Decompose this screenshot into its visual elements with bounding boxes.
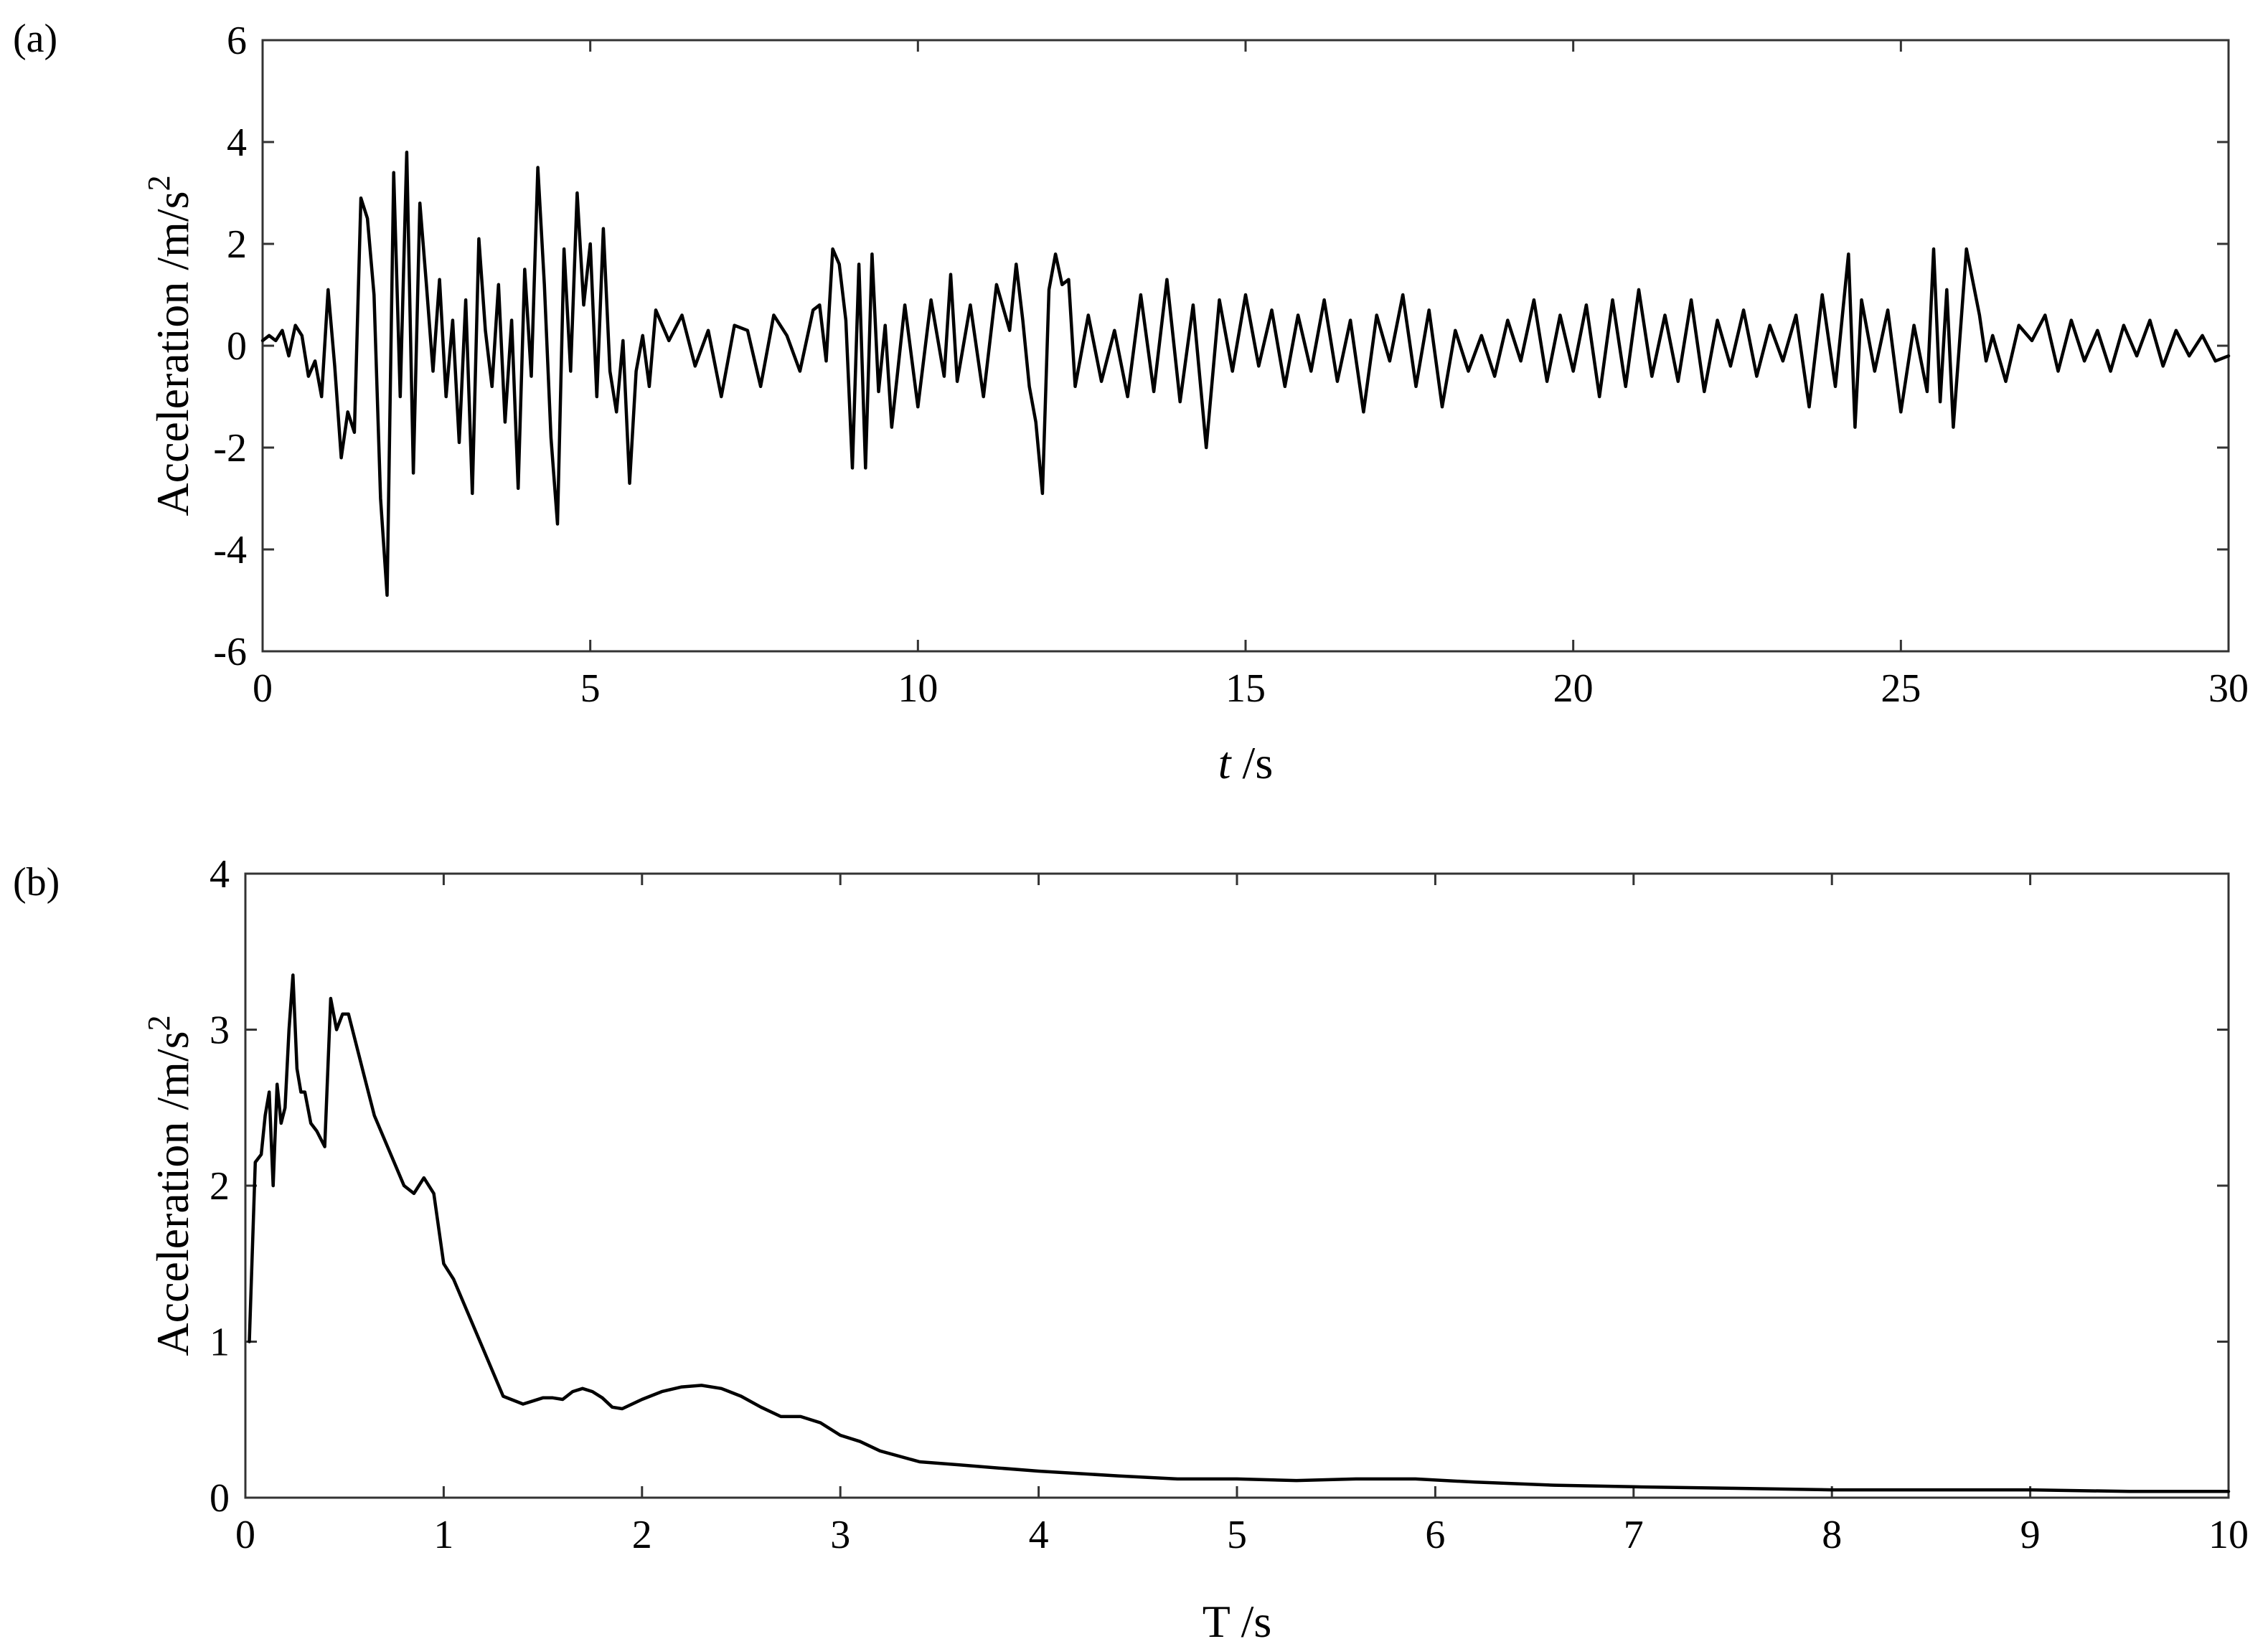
panel-a-time-history: (a) 0 5 10 15 20 25 30 -6 -4 -2 0 2 4 6 t /s Accelera… (13, 16, 2249, 788)
panel-b-label: (b) (13, 860, 60, 904)
panel-a-ytick-label: 4 (227, 121, 247, 165)
panel-a-tick-labels: 0 5 10 15 20 25 30 -6 -4 -2 0 2 4 6 (213, 19, 2249, 711)
panel-b-tick-labels: 0 1 2 3 4 5 6 7 8 9 10 0 1 2 3 4 (210, 852, 2249, 1557)
panel-b-ytick-label: 3 (210, 1008, 230, 1053)
panel-a-ytick-label: 6 (227, 19, 247, 63)
panel-b-ytick-label: 0 (210, 1476, 230, 1521)
panel-b-spectrum-line (248, 973, 2231, 1493)
panel-a-ytick-label: -4 (213, 528, 247, 572)
panel-a-ytick-label: 0 (227, 324, 247, 369)
panel-b-xlabel: T /s (1203, 1596, 1272, 1644)
panel-b-ylabel: Acceleration /m/s2 (141, 1015, 198, 1356)
panel-a-ylabel: Acceleration /m/s2 (141, 175, 198, 516)
panel-b-xtick-label: 2 (632, 1513, 652, 1557)
panel-a-xlabel: t /s (1218, 737, 1273, 788)
panel-b-xtick-label: 5 (1227, 1513, 1247, 1557)
panel-b-xtick-label: 10 (2208, 1513, 2249, 1557)
panel-b-xtick-label: 1 (433, 1513, 453, 1557)
panel-b-xtick-label: 6 (1425, 1513, 1445, 1557)
panel-b-xtick-label: 7 (1624, 1513, 1644, 1557)
panel-b-axes-frame (244, 872, 2230, 1499)
panel-a-xtick-label: 15 (1225, 666, 1266, 711)
panel-a-xtick-label: 5 (580, 666, 601, 711)
panel-b-xtick-label: 4 (1029, 1513, 1049, 1557)
panel-b-xtick-label: 8 (1822, 1513, 1842, 1557)
panel-a-label: (a) (13, 16, 57, 61)
panel-b-ytick-label: 4 (210, 852, 230, 897)
panel-b-ytick-label: 2 (210, 1164, 230, 1209)
panel-a-xtick-label: 0 (253, 666, 273, 711)
panel-b-ticks (244, 872, 2230, 1499)
panel-b-response-spectrum: (b) 0 1 2 3 4 5 6 7 8 9 10 0 1 2 3 4 T /s Acceleration … (13, 852, 2249, 1644)
panel-a-acceleration-line (260, 150, 2231, 597)
panel-a-axes-frame (261, 39, 2230, 653)
panel-a-ticks (261, 39, 2230, 653)
panel-b-xtick-label: 9 (2020, 1513, 2041, 1557)
panel-a-ytick-label: -6 (213, 630, 247, 674)
panel-b-xtick-label: 0 (235, 1513, 255, 1557)
panel-a-xtick-label: 20 (1553, 666, 1594, 711)
panel-a-xtick-label: 25 (1881, 666, 1921, 711)
panel-b-ytick-label: 1 (210, 1321, 230, 1365)
panel-a-xtick-label: 30 (2208, 666, 2249, 711)
panel-a-xtick-label: 10 (898, 666, 938, 711)
panel-b-xtick-label: 3 (830, 1513, 850, 1557)
panel-a-ytick-label: 2 (227, 222, 247, 267)
panel-a-ytick-label: -2 (213, 426, 247, 471)
